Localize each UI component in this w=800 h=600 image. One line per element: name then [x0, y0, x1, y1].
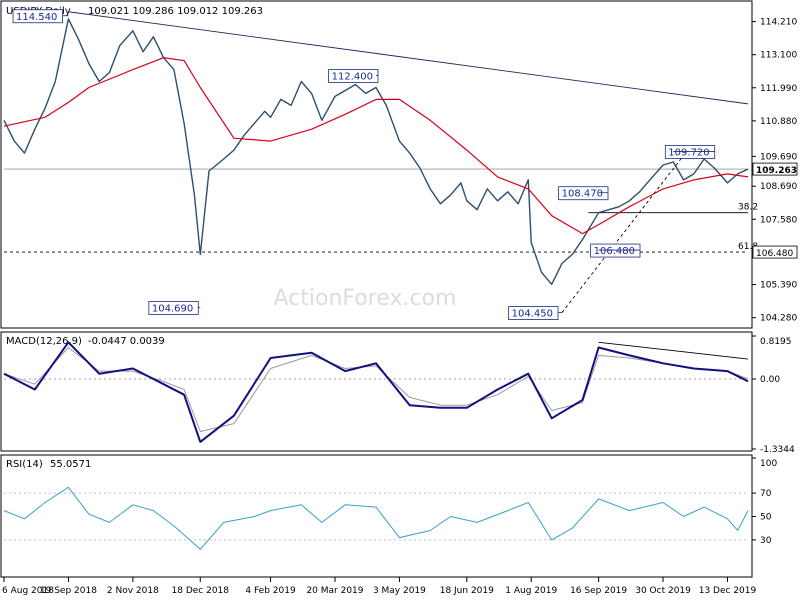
rsi-title: RSI(14) — [6, 459, 43, 470]
price-ytick-label: 110.880 — [760, 117, 797, 127]
annotation-box — [664, 145, 716, 159]
xtick-label: 2 Nov 2018 — [107, 586, 159, 596]
annotation-box — [328, 69, 379, 83]
falling-trendline — [68, 11, 749, 105]
price-ytick-label: 109.690 — [760, 152, 797, 162]
annotation-label: 104.690 — [152, 303, 193, 314]
rsi-ytick-label: 70 — [760, 489, 772, 499]
price-line — [3, 18, 749, 285]
macd-signal-line — [3, 347, 749, 432]
annotation-label: 112.400 — [332, 72, 373, 83]
last-price-tag-label: 109.263 — [756, 166, 797, 176]
xtick-label: 30 Oct 2019 — [635, 586, 691, 596]
annotation-box — [148, 301, 199, 315]
price-ytick-label: 105.390 — [760, 281, 797, 291]
rsi-ytick-label: 30 — [760, 536, 772, 546]
annotation-box — [590, 243, 641, 258]
xtick-label: 18 Jun 2019 — [440, 586, 494, 596]
last-price-tag — [752, 162, 798, 176]
macd-title: MACD(12,26,9) — [6, 336, 82, 347]
rsi-readout: 55.0571 — [50, 459, 91, 470]
annotation-label: 109.720 — [668, 147, 709, 158]
macd-ytick-label: -1.3344 — [760, 445, 795, 455]
annotation-label: 114.540 — [16, 12, 57, 23]
price-ohlc-readout: 109.021 109.286 109.012 109.263 — [88, 6, 263, 17]
xtick-label: 16 Sep 2019 — [570, 586, 627, 596]
macd-trendline — [598, 341, 749, 360]
moving-average-line — [3, 57, 749, 235]
macd-panel — [0, 331, 753, 452]
xtick-label: 13 Dec 2019 — [699, 586, 757, 596]
fib-label-382: 38.2 — [738, 203, 758, 213]
annotation-label: 108.470 — [562, 189, 603, 200]
price-panel — [0, 0, 753, 329]
annotation-box — [558, 186, 609, 201]
fib-label-618: 61.8 — [738, 242, 758, 252]
macd-readout: -0.0447 0.0039 — [88, 336, 165, 347]
xtick-label: 4 Feb 2019 — [245, 586, 296, 596]
xtick-label: 20 Mar 2019 — [306, 586, 363, 596]
price-ytick-label: 108.690 — [760, 182, 797, 192]
annotation-label: 106.480 — [594, 246, 635, 257]
price-ytick-label: 114.210 — [760, 18, 797, 28]
annotation-box — [12, 9, 63, 24]
watermark: ActionForex.com — [274, 286, 457, 311]
rsi-ytick-label: 50 — [760, 513, 772, 523]
xtick-label: 1 Aug 2019 — [505, 586, 557, 596]
rsi-ytick-label: 100 — [760, 459, 777, 469]
price-ytick-label: 104.280 — [760, 314, 797, 324]
macd-ytick-label: 0.8195 — [760, 337, 792, 347]
level-106-tag — [752, 245, 798, 259]
macd-line — [3, 341, 749, 443]
rsi-line — [3, 486, 749, 550]
macd-ytick-label: 0.00 — [760, 375, 780, 385]
xtick-label: 3 May 2019 — [373, 586, 426, 596]
price-ytick-label: 111.990 — [760, 84, 797, 94]
price-ytick-label: 113.100 — [760, 51, 797, 61]
price-ytick-label: 107.580 — [760, 215, 797, 225]
annotation-box — [508, 306, 559, 320]
xtick-label: 18 Dec 2018 — [172, 586, 230, 596]
annotation-label: 104.450 — [512, 309, 553, 320]
xtick-label: 19 Sep 2018 — [40, 586, 97, 596]
xtick-label: 6 Aug 2018 — [2, 586, 54, 596]
level-106-tag-label: 106.480 — [756, 249, 793, 259]
